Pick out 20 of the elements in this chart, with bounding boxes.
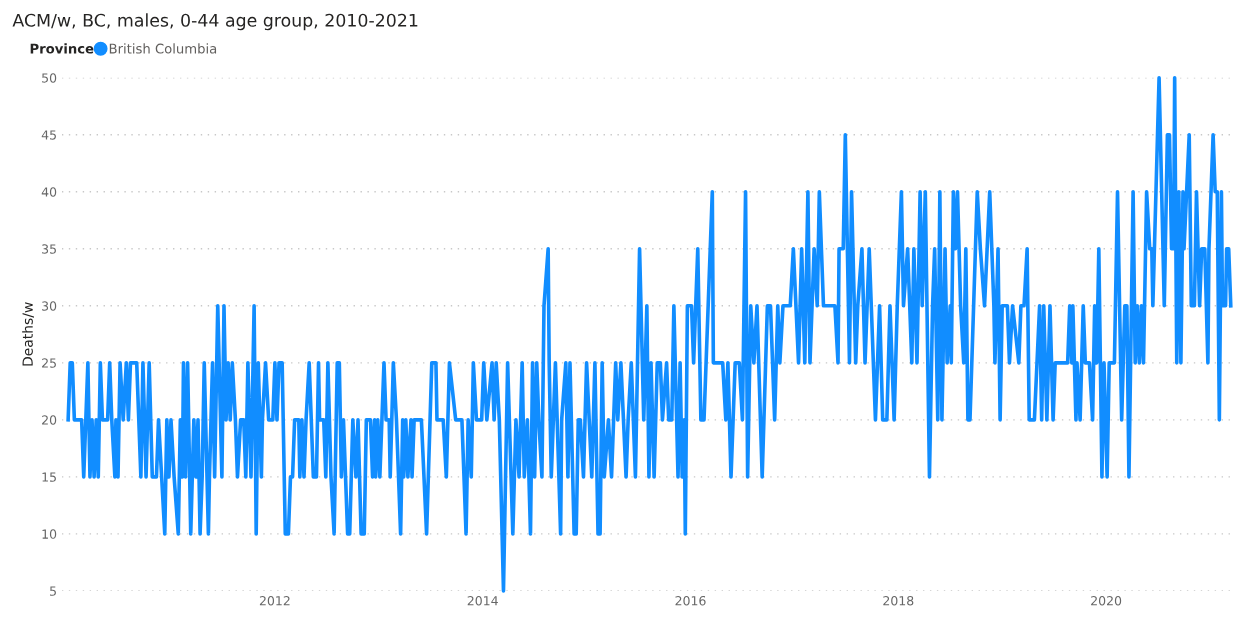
y-tick-label: 35 [42,244,56,254]
x-tick-label: 2012 [259,595,290,606]
x-tick-label: 2014 [467,595,498,606]
line-series [66,75,1233,593]
y-tick-label: 45 [41,130,56,140]
y-tick-label: 50 [42,73,57,83]
y-tick-label: 5 [50,586,56,596]
y-tick-label: 10 [42,529,57,539]
y-tick-label: 40 [41,187,57,197]
y-tick-label: 25 [42,358,56,368]
x-tick-label: 2016 [675,595,706,606]
legend-label: British Columbia [109,43,217,54]
legend-title: Province [30,43,94,54]
x-tick-label: 2018 [883,595,914,606]
chart-title: ACM/w, BC, males, 0-44 age group, 2010-2021 [12,13,418,31]
y-tick-label: 15 [42,472,56,482]
y-tick-label: 30 [42,301,57,311]
y-tick-label: 20 [42,415,57,425]
y-axis-title: Deaths/w [22,302,34,366]
x-tick-label: 2020 [1091,595,1122,606]
